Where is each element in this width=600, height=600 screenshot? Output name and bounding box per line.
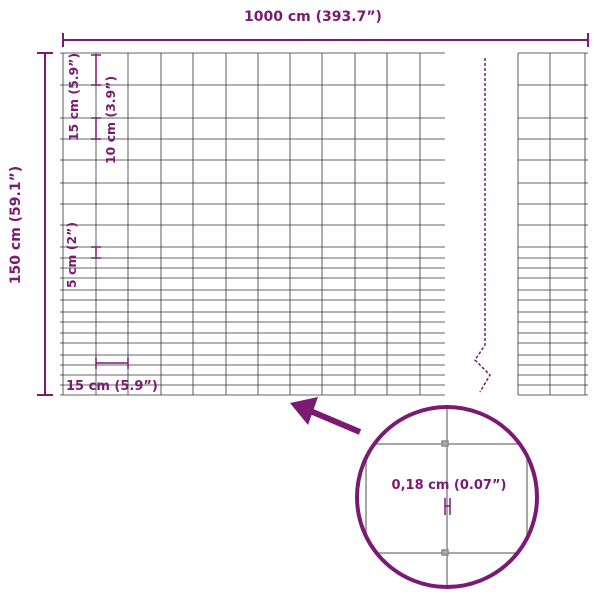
wire-diameter-label: 0,18 cm (0.07”) <box>392 478 507 493</box>
break-line <box>474 58 491 393</box>
bottom-mesh-label: 5 cm (2”) <box>64 222 79 288</box>
height-label: 150 cm (59.1”) <box>8 166 24 284</box>
mesh-width-label: 15 cm (5.9”) <box>66 379 158 394</box>
dimension-lines <box>37 33 589 396</box>
top-mesh-label: 15 cm (5.9”) <box>66 53 81 141</box>
arrow-icon <box>290 397 362 435</box>
detail-magnifier: 0,18 cm (0.07”) <box>355 405 539 589</box>
middle-mesh-label: 10 cm (3.9”) <box>103 76 118 164</box>
wire-mesh-grid <box>60 52 588 396</box>
width-label: 1000 cm (393.7”) <box>244 9 382 25</box>
